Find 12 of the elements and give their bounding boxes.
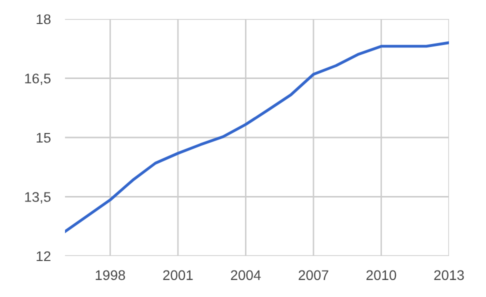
y-tick-label: 18 bbox=[36, 14, 51, 24]
y-tick-label: 12 bbox=[36, 251, 50, 262]
x-tick-label: 2001 bbox=[163, 270, 193, 280]
x-tick-label: 2004 bbox=[230, 270, 261, 280]
x-tick-label: 2010 bbox=[366, 270, 396, 280]
x-tick-label: 2013 bbox=[434, 270, 464, 280]
y-tick-label: 16,5 bbox=[25, 74, 51, 86]
x-tick-label: 2007 bbox=[298, 270, 328, 280]
x-tick-label: 1998 bbox=[96, 270, 126, 280]
line-series bbox=[65, 41, 449, 233]
y-tick-label: 15 bbox=[36, 132, 51, 143]
y-tick-label: 13,5 bbox=[25, 192, 51, 204]
